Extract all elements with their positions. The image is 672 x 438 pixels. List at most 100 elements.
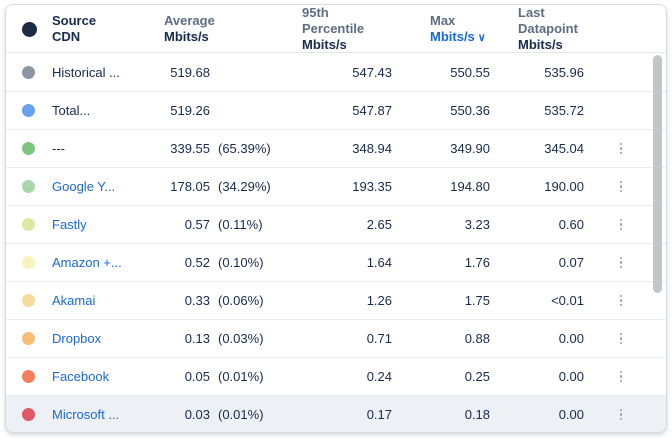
row-menu-cell [594, 63, 632, 81]
p95-value: 0.71 [366, 331, 392, 346]
average-percent: (0.01%) [218, 407, 264, 422]
kebab-menu-icon[interactable] [616, 178, 627, 196]
series-swatch-cell [22, 370, 52, 383]
series-swatch-cell [22, 142, 52, 155]
column-header-average[interactable]: Average Mbits/s [152, 13, 302, 45]
average-cell: 178.05 (34.29%) [152, 179, 302, 194]
vertical-scrollbar[interactable] [653, 55, 662, 293]
row-menu-cell [594, 406, 632, 424]
row-menu-cell [594, 330, 632, 348]
series-color-dot [22, 218, 35, 231]
table-row[interactable]: Amazon +... 0.52 (0.10%) 1.64 1.76 0.07 [6, 243, 666, 281]
source-cdn-label[interactable]: Dropbox [52, 331, 102, 346]
table-row[interactable]: Google Y... 178.05 (34.29%) 193.35 194.8… [6, 167, 666, 205]
p95-value: 547.43 [352, 64, 392, 80]
series-color-dot [22, 370, 35, 383]
table-row[interactable]: Akamai 0.33 (0.06%) 1.26 1.75 <0.01 [6, 281, 666, 319]
source-cdn-label: Total... [52, 103, 91, 118]
all-series-color-dot [22, 21, 37, 37]
kebab-menu-icon[interactable] [616, 368, 627, 386]
column-header-last-datapoint[interactable]: Last Datapoint Mbits/s [490, 5, 594, 53]
row-menu-cell [594, 254, 632, 272]
average-value: 519.68 [170, 64, 210, 80]
average-cell: 0.57 (0.11%) [152, 217, 302, 232]
column-header-source-cdn[interactable]: Source CDN [52, 13, 152, 45]
column-header-max-sorted[interactable]: Max Mbits/s ∨ [394, 13, 490, 46]
last-datapoint-value: 345.04 [544, 141, 584, 156]
source-cdn-label[interactable]: Fastly [52, 217, 87, 232]
max-value: 0.18 [464, 407, 490, 422]
max-value: 3.23 [464, 217, 490, 232]
column-header-95th-percentile[interactable]: 95th Percentile Mbits/s [302, 5, 394, 53]
row-menu-cell [594, 178, 632, 196]
last-datapoint-value: <0.01 [551, 293, 584, 308]
row-menu-cell [594, 368, 632, 386]
table-body: Historical ... 519.68 547.43 550.55 535.… [6, 53, 666, 432]
source-cdn-label[interactable]: Amazon +... [52, 255, 122, 270]
column-header-line1: Last Datapoint [518, 5, 578, 36]
p95-value: 2.65 [366, 217, 392, 232]
source-cdn-label: Historical ... [52, 64, 120, 80]
table-row[interactable]: Microsoft ... 0.03 (0.01%) 0.17 0.18 0.0… [6, 395, 666, 432]
source-cdn-label[interactable]: Facebook [52, 369, 110, 384]
series-swatch-cell [22, 104, 52, 117]
series-swatch-cell [22, 408, 52, 421]
last-datapoint-value: 535.72 [544, 103, 584, 118]
last-datapoint-value: 0.60 [558, 217, 584, 232]
series-swatch-cell [22, 65, 52, 79]
kebab-menu-icon[interactable] [616, 292, 627, 310]
average-percent: (0.11%) [218, 217, 263, 232]
kebab-menu-icon[interactable] [616, 216, 627, 234]
column-header-line2: CDN [52, 29, 81, 44]
table-row[interactable]: Fastly 0.57 (0.11%) 2.65 3.23 0.60 [6, 205, 666, 243]
max-value: 1.75 [464, 293, 490, 308]
column-header-line2: Mbits/s [302, 37, 347, 52]
source-cdn-cell: Dropbox [52, 331, 152, 346]
last-datapoint-value: 190.00 [544, 179, 584, 194]
average-value: 178.05 [170, 179, 210, 194]
max-value: 0.25 [464, 369, 490, 384]
last-datapoint-value: 0.00 [558, 331, 584, 346]
table-row[interactable]: Dropbox 0.13 (0.03%) 0.71 0.88 0.00 [6, 319, 666, 357]
source-cdn-cell: Amazon +... [52, 255, 152, 270]
source-cdn-label[interactable]: Google Y... [52, 179, 116, 194]
table-row[interactable]: Total... 519.26 547.87 550.36 535.72 [6, 91, 666, 129]
max-value: 1.76 [464, 255, 490, 270]
source-cdn-cell: Historical ... [52, 65, 152, 80]
average-value: 0.05 [184, 369, 210, 384]
series-swatch-cell [22, 294, 52, 307]
kebab-menu-icon[interactable] [616, 330, 627, 348]
table-row[interactable]: Facebook 0.05 (0.01%) 0.24 0.25 0.00 [6, 357, 666, 395]
last-datapoint-value: 0.00 [558, 407, 584, 422]
average-cell: 519.68 [152, 65, 302, 80]
average-cell: 0.13 (0.03%) [152, 331, 302, 346]
kebab-menu-icon[interactable] [616, 406, 627, 424]
column-header-line1: Average [164, 13, 215, 28]
max-value: 349.90 [450, 141, 490, 156]
source-cdn-label[interactable]: Akamai [52, 293, 96, 308]
average-value: 0.52 [184, 255, 210, 270]
cdn-traffic-table-card: Source CDN Average Mbits/s 95th Percenti… [5, 4, 667, 433]
series-color-dot [22, 256, 35, 269]
average-cell: 0.05 (0.01%) [152, 369, 302, 384]
series-swatch-cell [22, 218, 52, 231]
column-header-line2: Mbits/s [164, 29, 209, 44]
column-header-line1: 95th Percentile [302, 5, 365, 36]
average-cell: 339.55 (65.39%) [152, 141, 302, 156]
average-value: 0.33 [184, 293, 210, 308]
kebab-menu-icon[interactable] [616, 254, 627, 272]
series-color-dot [22, 180, 35, 193]
average-percent: (0.01%) [218, 369, 264, 384]
max-value: 194.80 [450, 179, 490, 194]
sort-chevron-down-icon: ∨ [477, 31, 486, 44]
source-cdn-cell: Microsoft ... [52, 407, 152, 422]
column-header-line1: Max [430, 12, 456, 28]
average-cell: 0.33 (0.06%) [152, 293, 302, 308]
table-row[interactable]: Historical ... 519.68 547.43 550.55 535.… [6, 53, 666, 91]
source-cdn-cell: Facebook [52, 369, 152, 384]
p95-value: 0.17 [366, 407, 392, 422]
series-swatch-cell [22, 332, 52, 345]
source-cdn-label[interactable]: Microsoft ... [52, 407, 120, 422]
kebab-menu-icon[interactable] [616, 140, 627, 158]
table-row[interactable]: --- 339.55 (65.39%) 348.94 349.90 345.04 [6, 129, 666, 167]
